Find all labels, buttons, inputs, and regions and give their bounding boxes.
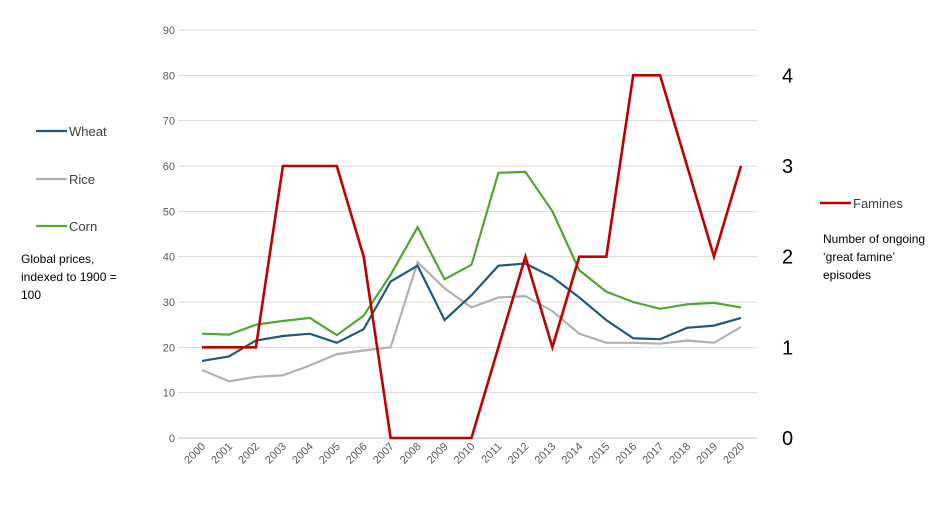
- left-axis-note: Global prices, indexed to 1900 = 100: [21, 252, 117, 302]
- left-tick-label: 40: [163, 252, 175, 264]
- right-tick-label: 0: [782, 428, 793, 450]
- right-tick-label: 4: [782, 65, 793, 87]
- x-tick-label: 2012: [506, 441, 532, 467]
- left-tick-label: 90: [163, 25, 175, 37]
- left-tick-label: 70: [163, 116, 175, 128]
- series-line-wheat: [201, 262, 742, 362]
- legend: Wheat Rice Corn Famines: [36, 124, 903, 234]
- x-tick-label: 2008: [398, 441, 424, 467]
- series-lines: [201, 74, 743, 440]
- right-tick-label: 3: [782, 156, 793, 178]
- x-tick-label: 2011: [479, 441, 504, 466]
- left-tick-label: 20: [163, 342, 175, 354]
- left-tick-label: 0: [169, 433, 175, 445]
- x-tick-label: 2002: [236, 441, 262, 467]
- x-tick-label: 2001: [209, 441, 235, 467]
- x-tick-label: 2009: [425, 441, 451, 467]
- right-tick-label: 1: [782, 337, 793, 359]
- x-tick-label: 2015: [587, 441, 613, 467]
- left-axis-ticks: 0 10 20 30 40 50 60 70 80 90: [163, 25, 175, 445]
- gridlines: [178, 29, 757, 439]
- x-tick-label: 2013: [533, 441, 559, 467]
- x-tick-label: 2016: [614, 441, 640, 467]
- x-tick-label: 2007: [371, 441, 397, 467]
- x-tick-label: 2014: [560, 441, 586, 467]
- legend-label-corn: Corn: [69, 219, 97, 234]
- x-tick-label: 2010: [452, 441, 478, 467]
- right-axis-note: Number of ongoing ‘great famine’ episode…: [823, 232, 926, 282]
- x-tick-label: 2003: [263, 441, 289, 467]
- right-axis-ticks: 0 1 2 3 4: [782, 65, 793, 450]
- legend-label-rice: Rice: [69, 172, 95, 187]
- x-axis-ticks: 2000 2001 2002 2003 2004 2005 2006 2007 2008 2009…: [182, 441, 747, 467]
- x-tick-label: 2019: [694, 441, 720, 467]
- series-line-famines: [202, 74, 743, 440]
- x-tick-label: 2000: [182, 441, 208, 467]
- x-tick-label: 2004: [290, 441, 316, 467]
- x-tick-label: 2017: [640, 441, 666, 467]
- x-tick-label: 2005: [317, 441, 343, 467]
- legend-label-wheat: Wheat: [69, 124, 107, 139]
- legend-label-famines: Famines: [853, 196, 903, 211]
- x-tick-label: 2018: [667, 441, 693, 467]
- left-tick-label: 50: [163, 206, 175, 218]
- series-line-rice: [201, 260, 742, 383]
- left-tick-label: 30: [163, 297, 175, 309]
- x-tick-label: 2006: [344, 441, 370, 467]
- x-tick-label: 2020: [721, 441, 747, 467]
- left-tick-label: 10: [163, 388, 175, 400]
- left-tick-label: 60: [163, 161, 175, 173]
- left-tick-label: 80: [163, 70, 175, 82]
- series-line-corn: [201, 170, 742, 337]
- right-tick-label: 2: [782, 247, 793, 269]
